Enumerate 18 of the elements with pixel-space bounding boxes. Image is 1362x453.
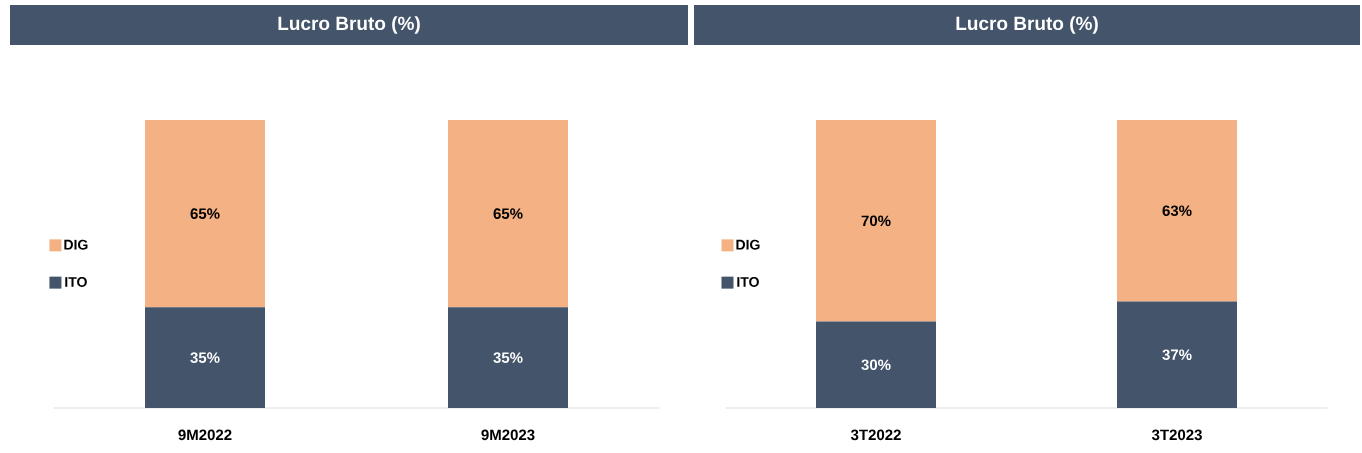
x-tick-label: 3T2023 <box>1151 429 1202 441</box>
data-label: 65% <box>190 208 220 219</box>
data-label: 35% <box>190 352 220 363</box>
x-tick-label: 9M2022 <box>178 429 232 441</box>
x-tick-label: 9M2023 <box>481 429 535 441</box>
chart-title: Lucro Bruto (%) <box>956 16 1098 34</box>
chart-title: Lucro Bruto (%) <box>278 16 420 34</box>
data-label: 30% <box>861 359 891 371</box>
data-label: 65% <box>493 208 523 219</box>
legend-label: DIG <box>64 239 88 250</box>
legend-label: ITO <box>737 276 759 287</box>
x-tick-label: 3T2022 <box>850 429 901 441</box>
data-label: 63% <box>1162 205 1192 217</box>
legend-label: ITO <box>65 276 87 287</box>
data-label: 70% <box>861 215 891 227</box>
data-label: 37% <box>1162 349 1192 361</box>
data-label: 35% <box>493 352 523 363</box>
legend-label: DIG <box>736 239 760 250</box>
